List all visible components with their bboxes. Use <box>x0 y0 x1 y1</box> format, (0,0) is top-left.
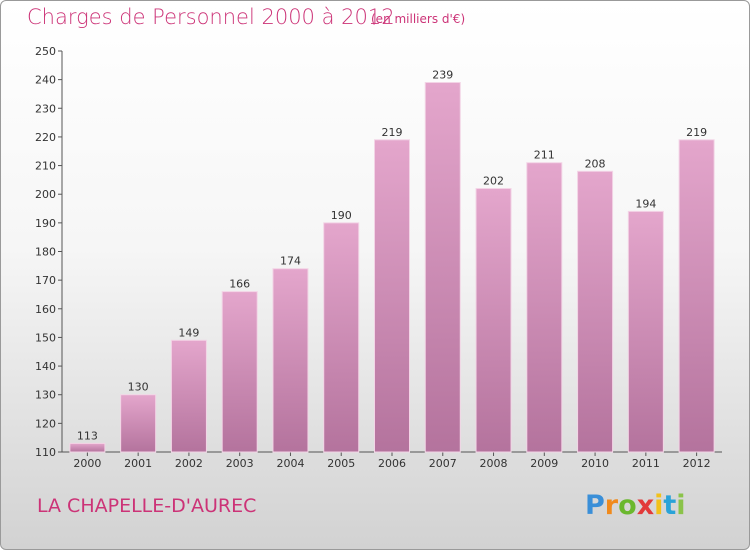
x-tick-label: 2007 <box>429 457 457 470</box>
data-label: 239 <box>432 69 453 82</box>
bar-2011 <box>627 210 664 453</box>
logo-letter: i <box>676 490 686 521</box>
x-tick-label: 2000 <box>73 457 101 470</box>
chart-axes: 110 120 130 140 150 160 170 180 190 200 210 220 230 2… <box>35 45 722 459</box>
chart-title: Charges de Personnel 2000 à 2012 <box>27 5 395 29</box>
x-tick-label: 2008 <box>480 457 508 470</box>
data-label: 219 <box>382 126 403 139</box>
x-tick-label: 2009 <box>530 457 558 470</box>
logo-letter: o <box>618 490 637 521</box>
x-tick-label: 2003 <box>226 457 254 470</box>
bar-2008 <box>475 187 512 453</box>
data-label: 202 <box>483 174 504 187</box>
data-label: 190 <box>331 209 352 222</box>
data-label: 194 <box>635 197 656 210</box>
bar-2001 <box>120 394 157 453</box>
y-tick-label: 220 <box>35 131 56 144</box>
y-tick-label: 200 <box>35 188 56 201</box>
logo-letter: t <box>663 490 677 521</box>
y-tick-label: 170 <box>35 274 56 287</box>
y-tick-label: 110 <box>35 446 56 459</box>
data-label: 166 <box>229 278 250 291</box>
y-tick-label: 190 <box>35 217 56 230</box>
x-tick-label: 2012 <box>683 457 711 470</box>
x-tick-label: 2001 <box>124 457 152 470</box>
bar-2003 <box>221 291 258 453</box>
data-label: 208 <box>585 157 606 170</box>
y-tick-label: 180 <box>35 246 56 259</box>
y-tick-label: 140 <box>35 360 56 373</box>
data-label: 113 <box>77 429 98 442</box>
bar-2000 <box>69 442 106 453</box>
y-tick-label: 120 <box>35 417 56 430</box>
x-tick-label: 2004 <box>276 457 304 470</box>
x-tick-label: 2002 <box>175 457 203 470</box>
y-tick-label: 250 <box>35 45 56 58</box>
chart-unit: (en milliers d'€) <box>371 12 466 26</box>
commune-name: LA CHAPELLE-D'AUREC <box>37 495 257 517</box>
bar-2012 <box>678 139 715 453</box>
y-tick-label: 230 <box>35 102 56 115</box>
proxiti-logo[interactable]: Proxiti <box>585 490 686 521</box>
data-label: 211 <box>534 149 555 162</box>
data-label: 219 <box>686 126 707 139</box>
y-tick-label: 210 <box>35 160 56 173</box>
x-tick-label: 2005 <box>327 457 355 470</box>
data-label: 174 <box>280 255 301 268</box>
chart-bars <box>69 82 715 453</box>
bar-2007 <box>424 82 461 453</box>
x-tick-label: 2011 <box>632 457 660 470</box>
x-tick-label: 2006 <box>378 457 406 470</box>
y-tick-label: 160 <box>35 303 56 316</box>
bar-2006 <box>374 139 410 453</box>
bar-2004 <box>272 268 309 453</box>
bar-2005 <box>323 222 360 453</box>
y-tick-label: 240 <box>35 74 56 87</box>
logo-letter: i <box>654 490 664 521</box>
x-tick-label: 2010 <box>581 457 609 470</box>
logo-letter: P <box>585 490 605 521</box>
bar-2010 <box>577 170 614 453</box>
y-tick-label: 130 <box>35 389 56 402</box>
chart-labels: 2000 113 2001 130 2002 149 2003 166 2004 174 2005 1… <box>73 69 710 470</box>
data-label: 149 <box>178 326 199 339</box>
data-label: 130 <box>128 381 149 394</box>
logo-letter: r <box>604 490 619 521</box>
logo-letter: x <box>636 490 655 521</box>
bar-2009 <box>526 162 563 453</box>
y-tick-label: 150 <box>35 331 56 344</box>
bar-2002 <box>170 339 207 453</box>
